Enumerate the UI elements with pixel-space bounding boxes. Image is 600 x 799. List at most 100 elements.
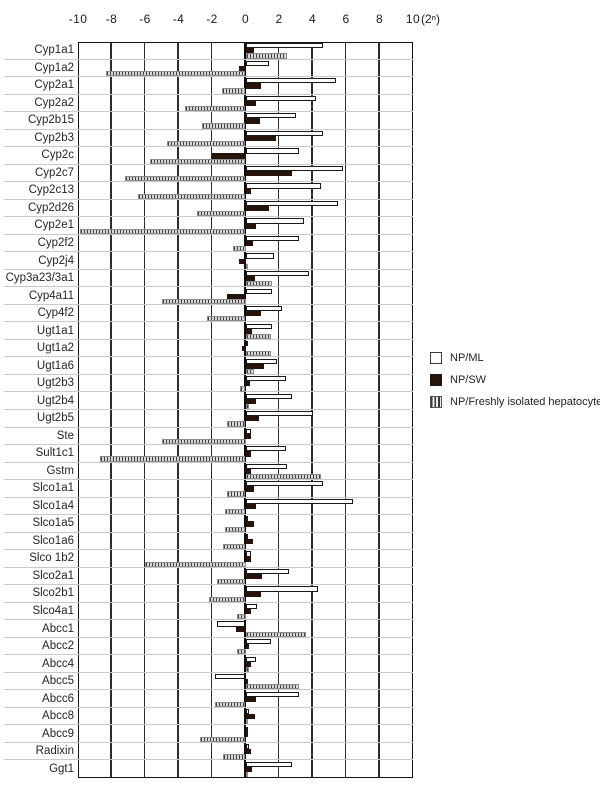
- bar-np-freshly-isolated-hepatocytes-slco1a5: [225, 526, 246, 532]
- bar-np-sw-abcc5: [245, 679, 248, 685]
- gene-row-abcc2: Abcc2: [4, 638, 413, 656]
- bar-np-ml-abcc6: [245, 691, 300, 697]
- bar-np-ml-cyp2d26: [245, 200, 338, 207]
- gene-row-abcc5: Abcc5: [4, 673, 413, 691]
- gene-label-slco1a6: Slco1a6: [32, 534, 74, 547]
- gene-row-ugt1a2: Ugt1a2: [4, 340, 413, 358]
- bar-np-ml-slco1a4: [245, 498, 353, 504]
- bar-np-freshly-isolated-hepatocytes-cyp2b3: [166, 141, 246, 147]
- bar-np-ml-slco1a5: [245, 516, 248, 522]
- gene-label-ugt2b3: Ugt2b3: [36, 377, 74, 390]
- gene-row-slco-1b2: Slco 1b2: [4, 550, 413, 568]
- bar-np-sw-cyp2f2: [245, 241, 254, 247]
- gene-label-cyp2e1: Cyp2e1: [34, 219, 74, 232]
- gridline--6: [143, 43, 146, 777]
- gene-row-slco1a4: Slco1a4: [4, 498, 413, 516]
- gene-row-abcc8: Abcc8: [4, 708, 413, 726]
- gene-row-slco4a1: Slco4a1: [4, 603, 413, 621]
- gene-label-abcc6: Abcc6: [42, 692, 74, 705]
- legend-label-np-freshly-isolated-hepatocytes: NP/Freshly isolated hepatocytes: [450, 396, 600, 408]
- gene-label-abcc5: Abcc5: [42, 675, 74, 688]
- bar-np-freshly-isolated-hepatocytes-abcc2: [237, 649, 246, 655]
- bar-np-ml-abcc9: [245, 726, 248, 732]
- gene-label-cyp2f2: Cyp2f2: [37, 237, 74, 249]
- bar-np-freshly-isolated-hepatocytes-cyp2j4: [245, 263, 248, 269]
- bar-np-sw-sult1c1: [245, 451, 252, 457]
- x-tick-label-4: 4: [308, 12, 317, 26]
- x-tick-label-8: 8: [375, 12, 384, 26]
- bar-np-freshly-isolated-hepatocytes-cyp2e1: [79, 228, 246, 234]
- gene-label-cyp2d26: Cyp2d26: [27, 201, 74, 214]
- legend-item-np-freshly-isolated-hepatocytes: NP/Freshly isolated hepatocytes: [430, 396, 600, 408]
- bar-np-freshly-isolated-hepatocytes-ste: [161, 438, 246, 445]
- gene-label-abcc4: Abcc4: [42, 657, 74, 670]
- bar-np-ml-slco-1b2: [245, 551, 251, 557]
- bar-np-ml-gstm: [245, 463, 288, 469]
- bar-np-sw-ugt1a2: [242, 346, 246, 352]
- gene-row-ggt1: Ggt1: [4, 760, 413, 778]
- x-tick-label-2: 2: [275, 12, 283, 26]
- gene-row-cyp2e1: Cyp2e1: [4, 217, 413, 235]
- gridline--8: [110, 43, 112, 777]
- bar-np-ml-ggt1: [245, 761, 292, 767]
- bar-np-ml-cyp2b15: [245, 113, 296, 119]
- bar-np-ml-ugt1a1: [245, 323, 273, 329]
- bar-np-ml-slco1a6: [245, 533, 248, 540]
- bar-np-freshly-isolated-hepatocytes-cyp2a2: [185, 105, 246, 112]
- bar-np-ml-cyp3a23-3a1: [245, 270, 310, 277]
- gene-row-ugt2b3: Ugt2b3: [4, 375, 413, 393]
- bar-np-freshly-isolated-hepatocytes-cyp2c7: [124, 176, 246, 182]
- bar-np-freshly-isolated-hepatocytes-cyp4a11: [161, 298, 246, 304]
- gene-label-cyp1a1: Cyp1a1: [34, 44, 74, 57]
- gene-label-ugt1a6: Ugt1a6: [36, 359, 74, 372]
- legend-swatch-hatched-vertical-icon: [430, 396, 442, 408]
- gene-label-abcc1: Abcc1: [42, 622, 74, 635]
- gridline-2: [277, 43, 280, 777]
- legend-swatch-open-icon: [430, 352, 442, 364]
- bar-np-freshly-isolated-hepatocytes-ugt2b5: [227, 421, 246, 427]
- gene-label-ugt2b4: Ugt2b4: [36, 394, 74, 407]
- bar-np-ml-cyp4a11: [245, 288, 273, 294]
- bar-np-ml-slco1a1: [245, 481, 323, 487]
- gene-row-slco1a6: Slco1a6: [4, 533, 413, 551]
- gene-label-slco1a5: Slco1a5: [32, 517, 74, 530]
- bar-np-sw-cyp3a23-3a1: [245, 276, 255, 282]
- gene-row-sult1c1: Sult1c1: [4, 445, 413, 463]
- bar-np-sw-cyp2c13: [245, 188, 251, 194]
- bar-np-freshly-isolated-hepatocytes-slco2a1: [217, 579, 246, 585]
- bar-np-freshly-isolated-hepatocytes-sult1c1: [99, 456, 246, 462]
- plot-area: [78, 42, 413, 778]
- gene-label-slco-1b2: Slco 1b2: [29, 552, 74, 565]
- gene-row-cyp2c: Cyp2c: [4, 147, 413, 165]
- bar-np-ml-cyp2a2: [245, 95, 316, 101]
- gene-label-cyp1a2: Cyp1a2: [34, 61, 74, 74]
- gene-row-cyp2a1: Cyp2a1: [4, 77, 413, 95]
- bar-np-freshly-isolated-hepatocytes-slco1a6: [222, 544, 246, 550]
- legend-swatch-solid-icon: [430, 374, 442, 386]
- bar-np-freshly-isolated-hepatocytes-cyp2d26: [196, 211, 246, 217]
- bar-np-freshly-isolated-hepatocytes-slco2b1: [208, 596, 246, 602]
- gene-label-slco2b1: Slco2b1: [32, 587, 74, 600]
- bar-np-ml-slco2a1: [245, 568, 290, 575]
- bar-np-freshly-isolated-hepatocytes-abcc5: [245, 684, 300, 690]
- gene-label-cyp2c: Cyp2c: [41, 149, 74, 162]
- bar-np-ml-cyp2c: [245, 148, 300, 154]
- gene-row-gstm: Gstm: [4, 463, 413, 481]
- bar-np-sw-slco-1b2: [245, 556, 251, 562]
- gene-label-sult1c1: Sult1c1: [35, 447, 74, 460]
- bar-np-sw-ugt1a1: [245, 328, 253, 334]
- bar-np-sw-cyp2j4: [238, 258, 246, 264]
- bar-np-ml-ugt1a6: [245, 358, 278, 364]
- x-tick-label-0: 0: [241, 12, 250, 26]
- bar-np-ml-ugt2b3: [245, 376, 286, 382]
- bar-np-freshly-isolated-hepatocytes-abcc4: [245, 666, 249, 672]
- bar-np-freshly-isolated-hepatocytes-slco1a1: [227, 491, 246, 497]
- gene-rows: Cyp1a1 Cyp1a2 Cyp2a1 Cyp2a2 Cyp2b15 Cyp2b3 Cyp…: [4, 42, 413, 778]
- bar-np-freshly-isolated-hepatocytes-cyp2c13: [138, 193, 246, 199]
- gene-label-abcc9: Abcc9: [42, 727, 74, 740]
- bar-np-ml-abcc1: [217, 621, 246, 627]
- gene-row-radixin: Radixin: [4, 743, 413, 761]
- gene-row-ugt1a1: Ugt1a1: [4, 322, 413, 340]
- gene-row-abcc6: Abcc6: [4, 690, 413, 708]
